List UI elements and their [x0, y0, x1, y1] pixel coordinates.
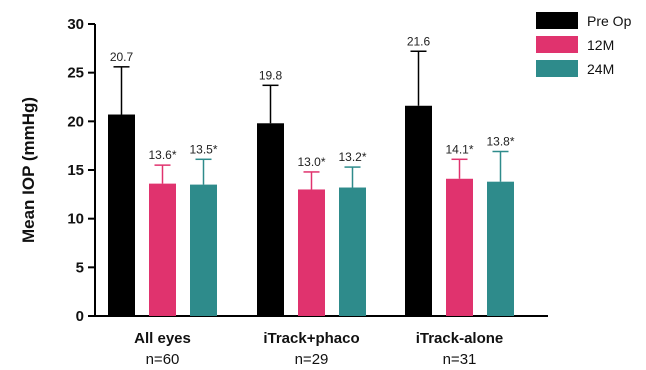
x-axis-labels: All eyes n=60 iTrack+phaco n=29 iTrack-alone… [134, 330, 503, 368]
category-count: n=29 [295, 351, 329, 368]
bars: 20.7 13.6* 13.5* 19.8 13.0* 13.2* 21.6 14.1* 13.… [108, 34, 515, 317]
y-tick-label: 30 [67, 16, 84, 33]
data-label: 13.6* [148, 148, 176, 162]
category-label: iTrack+phaco [263, 330, 359, 347]
data-label: 13.2* [338, 150, 366, 164]
category-label: All eyes [134, 330, 191, 347]
legend-label: Pre Op [587, 13, 632, 29]
y-tick-label: 20 [67, 113, 84, 130]
category-label: iTrack-alone [416, 330, 504, 347]
legend-swatch [536, 12, 578, 29]
bar-pre-op [257, 123, 284, 316]
data-label: 13.5* [189, 142, 217, 156]
legend-label: 24M [587, 61, 614, 77]
data-label: 14.1* [445, 142, 473, 156]
bar-24m [190, 184, 217, 316]
y-tick-label: 10 [67, 211, 84, 228]
y-tick-label: 5 [76, 259, 84, 276]
y-tick-label: 0 [76, 308, 84, 325]
data-label: 21.6 [407, 34, 431, 48]
bar-12m [149, 183, 176, 316]
bar-pre-op [405, 105, 432, 316]
bar-12m [298, 189, 325, 316]
legend-label: 12M [587, 37, 614, 53]
y-tick-label: 25 [67, 65, 84, 82]
legend-swatch [536, 60, 578, 77]
category-count: n=60 [146, 351, 180, 368]
data-label: 20.7 [110, 50, 134, 64]
bar-12m [446, 178, 473, 316]
y-axis-title: Mean IOP (mmHg) [19, 97, 38, 243]
bar-pre-op [108, 114, 135, 317]
y-tick-label: 15 [67, 162, 84, 179]
bar-24m [339, 187, 366, 316]
bar-24m [487, 181, 514, 316]
legend: Pre Op 12M 24M [536, 12, 632, 77]
legend-swatch [536, 36, 578, 53]
data-label: 19.8 [259, 68, 283, 82]
category-count: n=31 [443, 351, 477, 368]
data-label: 13.8* [486, 135, 514, 149]
data-label: 13.0* [297, 155, 325, 169]
